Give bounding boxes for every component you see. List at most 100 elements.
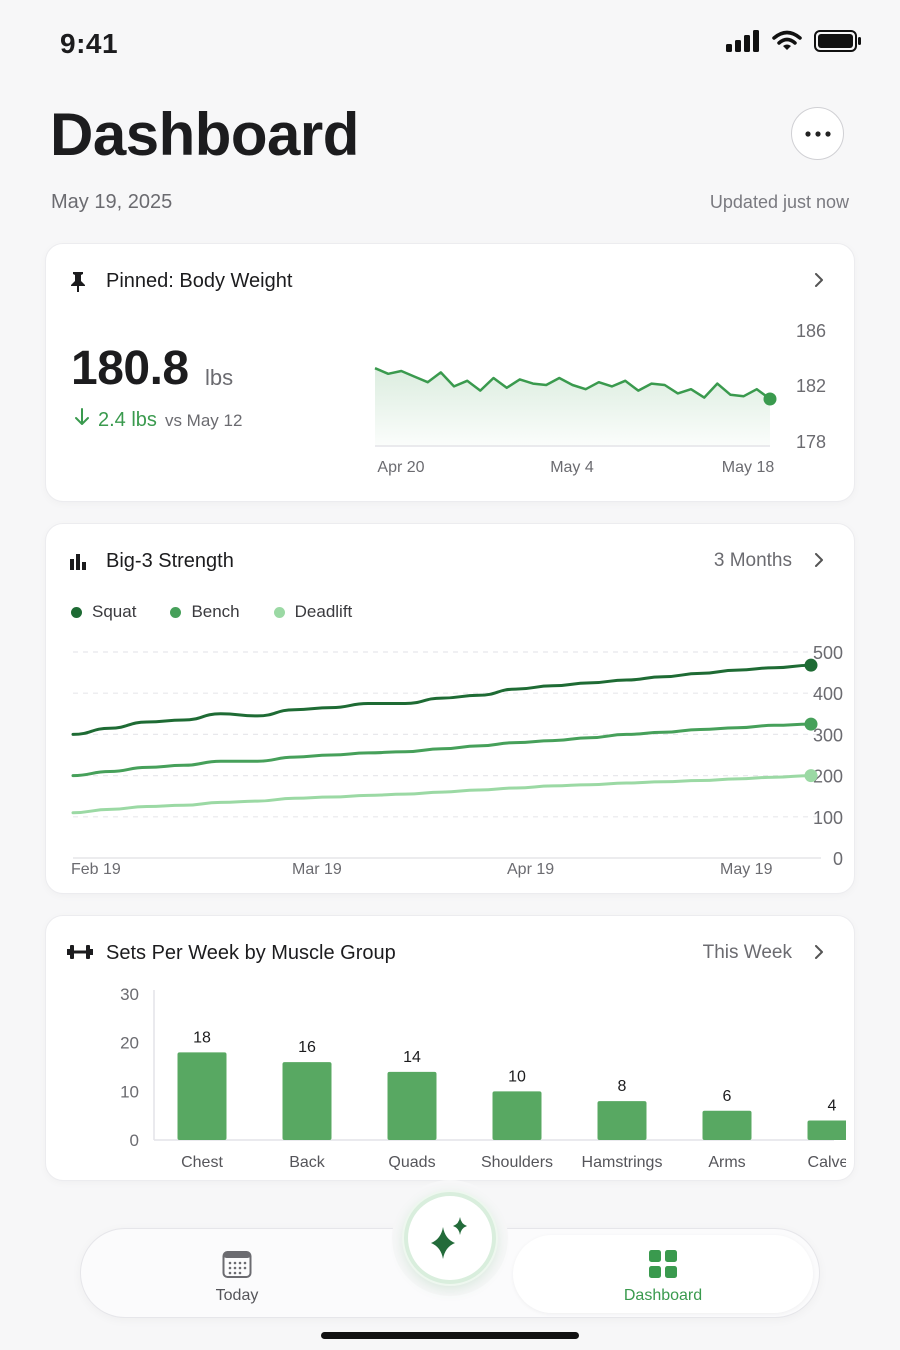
legend-swatch xyxy=(273,606,285,618)
y-tick-label: 200 xyxy=(813,767,843,787)
legend-label: Deadlift xyxy=(294,602,353,621)
weight-unit: lbs xyxy=(205,365,234,390)
bar-calves xyxy=(807,1120,846,1140)
y-tick-label: 400 xyxy=(813,684,843,704)
ellipsis-icon xyxy=(804,130,831,137)
y-tick-label: 30 xyxy=(120,985,139,1004)
weight-area xyxy=(375,368,770,446)
series-end-point-bench xyxy=(804,717,818,731)
category-label: Back xyxy=(289,1154,326,1171)
x-tick-label: Mar 19 xyxy=(292,861,342,878)
category-label: Arms xyxy=(708,1154,745,1171)
status-time: 9:41 xyxy=(60,28,119,59)
strength-card[interactable]: Big-3 Strength 3 Months Squat Bench Dead… xyxy=(45,523,855,894)
chevron-right-icon[interactable] xyxy=(812,273,826,287)
weight-last-point xyxy=(763,392,777,406)
battery-icon xyxy=(814,30,861,52)
y-tick-label: 500 xyxy=(813,643,843,663)
weight-line xyxy=(374,367,771,401)
x-tick-label: Apr 19 xyxy=(507,861,554,878)
body-weight-card[interactable]: Pinned: Body Weight 180.8 lbs 2.4 lbs vs… xyxy=(45,243,855,502)
y-tick-label: 300 xyxy=(813,725,843,745)
series-end-point-deadlift xyxy=(804,769,818,783)
bar-chart-icon xyxy=(70,554,86,570)
x-tick-label: Feb 19 xyxy=(71,861,121,878)
delta-value: 2.4 lbs xyxy=(98,409,157,431)
y-tick-label: 178 xyxy=(796,432,826,452)
pin-icon xyxy=(71,272,85,292)
y-tick-label: 100 xyxy=(813,808,843,828)
x-tick-label: May 19 xyxy=(720,861,773,878)
status-bar: 9:41 xyxy=(0,0,900,90)
bar-chest xyxy=(177,1052,227,1140)
signal-icon xyxy=(726,30,759,52)
bar-shoulders xyxy=(492,1091,542,1140)
chevron-right-icon[interactable] xyxy=(812,553,826,567)
bar-value-label: 6 xyxy=(723,1088,732,1105)
series-line-squat xyxy=(71,663,813,736)
home-indicator xyxy=(321,1332,579,1339)
arrow-down-icon xyxy=(75,408,89,425)
calendar-icon xyxy=(222,1251,252,1278)
category-label: Hamstrings xyxy=(582,1154,663,1171)
bar-value-label: 18 xyxy=(193,1029,211,1046)
current-date: May 19, 2025 xyxy=(51,191,173,213)
y-tick-label: 0 xyxy=(833,849,843,869)
more-button[interactable] xyxy=(791,107,844,160)
bar-quads xyxy=(387,1071,437,1140)
bar-hamstrings xyxy=(597,1101,647,1140)
bar-value-label: 16 xyxy=(298,1039,316,1056)
series-end-point-squat xyxy=(804,658,818,672)
weight-delta: 2.4 lbs vs May 12 xyxy=(74,408,242,432)
strength-chart: 500 400 300 200 100 0 Feb 19 Mar 19 Apr 19 May 19 xyxy=(71,643,843,878)
card-title: Pinned: Body Weight xyxy=(106,270,293,292)
legend-label: Bench xyxy=(191,602,240,621)
ai-sparkle-button[interactable] xyxy=(404,1192,496,1284)
sets-card[interactable]: Sets Per Week by Muscle Group This Week … xyxy=(45,915,855,1181)
card-title: Big-3 Strength xyxy=(106,550,234,572)
y-tick-label: 186 xyxy=(796,321,826,341)
legend-item-deadlift: Deadlift xyxy=(273,602,353,622)
wifi-icon xyxy=(772,30,802,50)
bar-back xyxy=(282,1062,332,1140)
status-icons xyxy=(726,30,862,52)
tab-dashboard[interactable]: Dashboard xyxy=(513,1235,813,1313)
x-tick-label: Apr 20 xyxy=(377,459,424,476)
legend-swatch xyxy=(170,606,182,618)
x-tick-label: May 18 xyxy=(722,459,775,476)
y-tick-label: 182 xyxy=(796,376,826,396)
updated-status: Updated just now xyxy=(709,192,849,212)
bar-value-label: 10 xyxy=(508,1068,526,1085)
fab-container xyxy=(392,1180,508,1296)
series-line-deadlift xyxy=(71,774,813,815)
legend-item-squat: Squat xyxy=(71,602,136,622)
x-tick-label: May 4 xyxy=(550,459,594,476)
category-label: Shoulders xyxy=(481,1154,553,1171)
bar-arms xyxy=(702,1110,752,1140)
grid-icon xyxy=(649,1250,677,1278)
sparkle-icon xyxy=(431,1217,467,1259)
bar-value-label: 8 xyxy=(618,1078,627,1095)
range-selector[interactable]: This Week xyxy=(702,942,792,963)
y-tick-label: 0 xyxy=(130,1131,139,1150)
chart-legend: Squat Bench Deadlift xyxy=(71,602,352,622)
series-line-bench xyxy=(71,722,813,778)
y-tick-label: 20 xyxy=(120,1034,139,1053)
card-title: Sets Per Week by Muscle Group xyxy=(106,942,396,964)
bar-value-label: 14 xyxy=(403,1049,421,1066)
tab-label: Today xyxy=(215,1287,259,1304)
tab-label: Dashboard xyxy=(623,1287,703,1304)
dumbbell-icon xyxy=(67,945,93,959)
page-title: Dashboard xyxy=(50,101,359,168)
body-weight-chart: 186 182 178 Apr 20 May 4 May 18 xyxy=(374,321,826,476)
bar-value-label: 4 xyxy=(828,1098,837,1115)
range-selector[interactable]: 3 Months xyxy=(713,550,792,571)
tab-today[interactable]: Today xyxy=(87,1235,387,1313)
category-label: Calves xyxy=(808,1154,846,1171)
legend-item-bench: Bench xyxy=(170,602,240,622)
weight-value: 180.8 xyxy=(71,342,189,395)
chevron-right-icon[interactable] xyxy=(812,945,826,959)
y-tick-label: 10 xyxy=(120,1082,139,1101)
category-label: Quads xyxy=(388,1154,435,1171)
category-label: Chest xyxy=(181,1154,223,1171)
